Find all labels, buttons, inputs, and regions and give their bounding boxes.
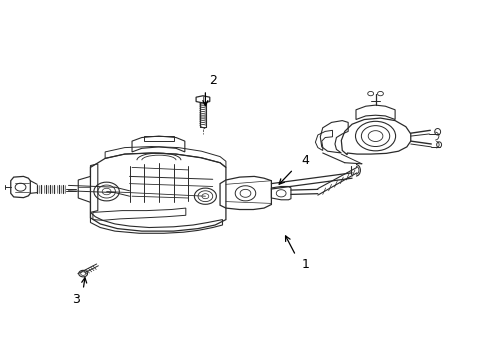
Text: 4: 4	[301, 154, 309, 167]
Text: 3: 3	[72, 293, 80, 306]
Text: 1: 1	[301, 258, 309, 271]
Text: 2: 2	[208, 75, 216, 87]
